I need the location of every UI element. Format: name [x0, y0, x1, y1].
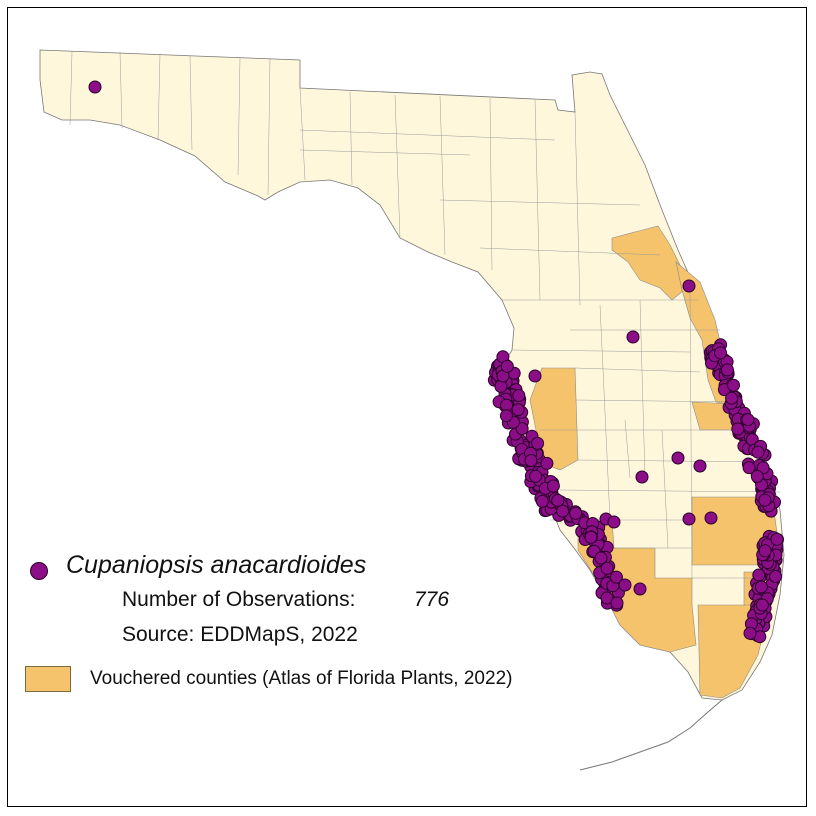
observation-point: [742, 461, 756, 475]
observation-point: [500, 359, 514, 373]
observation-point: [758, 493, 772, 507]
observation-point: [618, 578, 632, 592]
observation-point: [529, 469, 543, 483]
florida-keys: [579, 699, 723, 771]
observation-point: [741, 413, 755, 427]
observation-point: [515, 422, 529, 436]
observation-point: [494, 379, 508, 393]
observation-point: [635, 470, 649, 484]
observation-point: [769, 570, 783, 583]
legend-observations-value: 776: [414, 588, 450, 611]
observation-point: [546, 479, 560, 493]
legend-source: Source: EDDMapS, 2022: [122, 623, 358, 646]
observation-point: [607, 515, 621, 529]
orange-swatch-icon: [25, 666, 71, 692]
observation-point: [499, 409, 513, 423]
observation-point: [569, 506, 583, 520]
observation-point: [751, 445, 765, 459]
observation-point: [750, 469, 764, 483]
observation-point: [535, 494, 549, 508]
observation-point: [671, 451, 685, 465]
observation-point: [731, 422, 745, 436]
legend-vouchered-label: Vouchered counties (Atlas of Florida Pla…: [90, 668, 513, 689]
county-borders: [69, 51, 781, 579]
observation-point: [754, 580, 768, 594]
observation-point: [626, 330, 640, 344]
observation-point: [743, 626, 757, 640]
observation-point: [512, 389, 526, 402]
observation-point: [528, 369, 542, 383]
observation-point: [584, 530, 598, 544]
observation-point: [609, 570, 623, 584]
observation-point: [682, 512, 696, 526]
legend-observations-label: Number of Observations:: [122, 588, 356, 611]
purple-circle-icon: [30, 562, 48, 580]
observation-point: [704, 511, 718, 525]
observation-point: [610, 596, 624, 610]
observation-point: [755, 598, 769, 612]
observation-point: [725, 391, 739, 405]
observation-points: [88, 80, 784, 644]
observation-point: [531, 436, 545, 450]
observation-point: [556, 504, 570, 518]
observation-point: [758, 544, 772, 558]
observation-point: [770, 532, 784, 546]
observation-point: [511, 403, 525, 417]
observation-point: [540, 456, 554, 470]
legend-species: Cupaniopsis anacardioides: [66, 551, 367, 579]
observation-point: [752, 568, 766, 582]
observation-point: [594, 551, 608, 565]
observation-point: [600, 561, 614, 575]
observation-point: [727, 378, 740, 392]
observation-point: [88, 80, 102, 94]
observation-point: [682, 279, 696, 293]
observation-point: [720, 363, 734, 377]
observation-point: [551, 493, 565, 507]
observation-point: [714, 346, 727, 360]
observation-point: [633, 582, 647, 596]
observation-point: [693, 459, 707, 473]
observation-point: [524, 454, 538, 467]
